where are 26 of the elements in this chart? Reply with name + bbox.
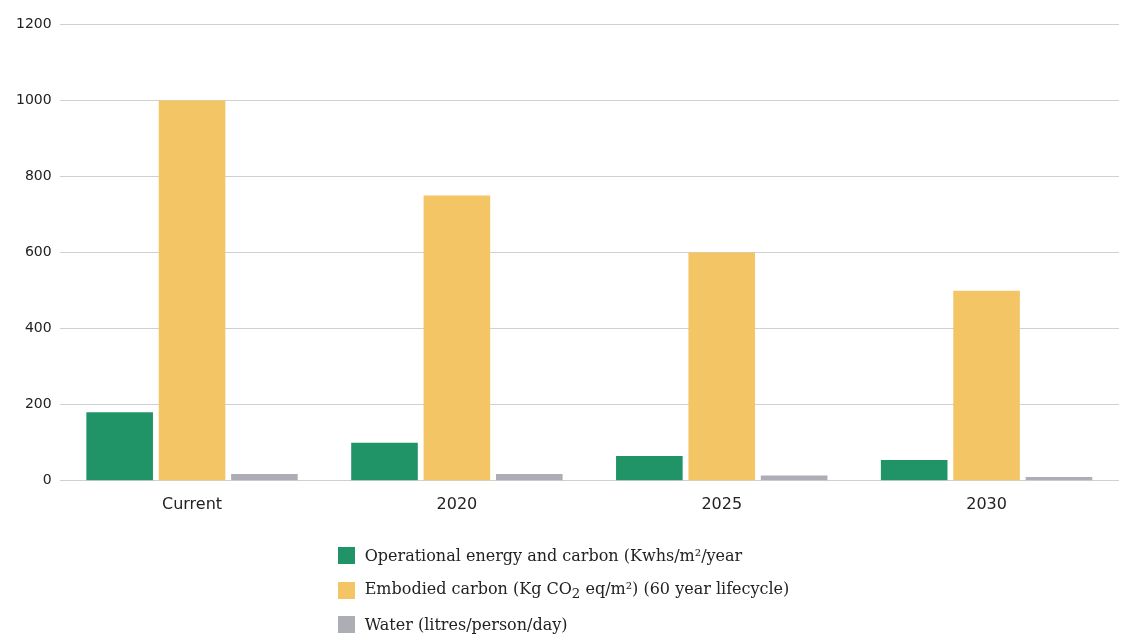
y-tick-label: 400: [24, 319, 52, 336]
y-tick-label: 1200: [15, 15, 52, 32]
legend-label: Embodied carbon (Kg CO$_{2}$ eq/m²) (60 year lifecycle): [364, 579, 790, 602]
y-tick-label: 200: [24, 395, 52, 412]
bar: [423, 195, 491, 481]
x-tick-label: Current: [162, 493, 223, 513]
y-tick-label: 0: [42, 471, 52, 488]
y-tick-label: 600: [24, 243, 52, 260]
bar: [351, 442, 418, 481]
bar: [158, 100, 226, 481]
bar: [880, 459, 948, 481]
bar: [616, 456, 683, 481]
bar: [1025, 477, 1093, 481]
x-tick-label: 2020: [436, 493, 478, 513]
bar: [688, 252, 756, 481]
bar: [231, 473, 298, 481]
bar: [86, 412, 153, 481]
y-tick-label: 1000: [15, 91, 52, 108]
legend-label: Water (litres/person/day): [364, 615, 568, 635]
bar: [953, 290, 1020, 481]
legend-label: Operational energy and carbon (Kwhs/m²/year: [364, 546, 743, 565]
y-tick-label: 800: [24, 167, 52, 184]
x-tick-label: 2025: [701, 493, 743, 513]
bar: [760, 475, 828, 481]
bar: [495, 473, 563, 481]
x-tick-label: 2030: [966, 493, 1007, 513]
